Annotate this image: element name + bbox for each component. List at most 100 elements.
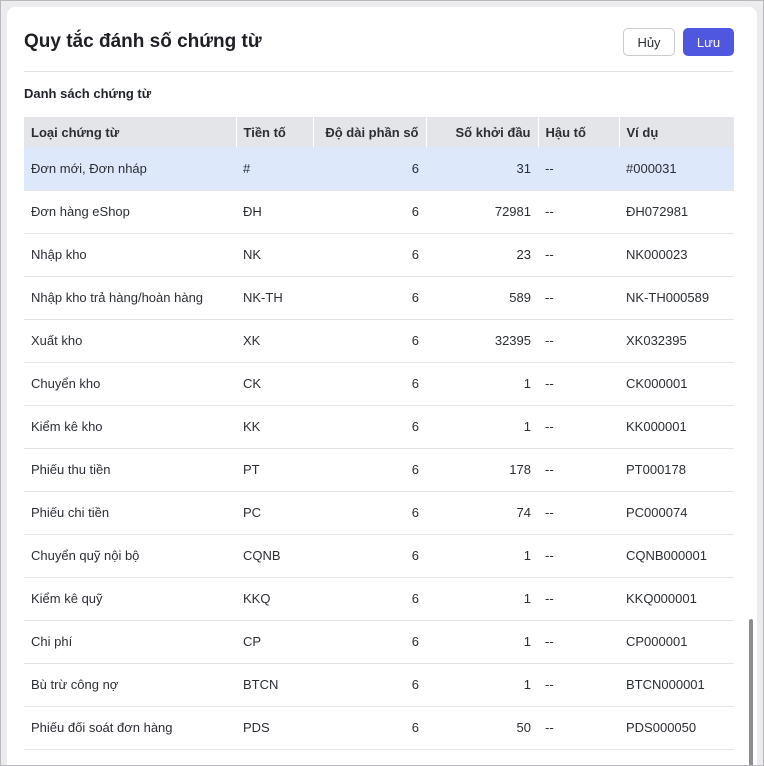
cell-prefix: NK [236,233,313,277]
cell-length: 6 [313,577,426,621]
table-row[interactable]: Đơn mới, Đơn nháp #6 31 -- #000031 [24,147,734,191]
cell-example: ĐH072981 [619,190,734,234]
cell-length: 6 [313,362,426,406]
cell-type: Kiểm kê quỹ [24,577,236,621]
cell-example: CK000001 [619,362,734,406]
column-header-example: Ví dụ [619,117,734,147]
cell-prefix: # [236,147,313,191]
cancel-button[interactable]: Hủy [623,28,675,56]
cell-prefix: CP [236,620,313,664]
cell-type: Phiếu thu tiền [24,448,236,492]
cell-example: PT000178 [619,448,734,492]
cell-suffix: -- [538,491,619,535]
cell-example: KKQ000001 [619,577,734,621]
cell-type: Chuyển quỹ nội bộ [24,534,236,578]
cell-length: 6 [313,405,426,449]
cell-start: 72981 [426,190,538,234]
cell-length: 6 [313,620,426,664]
cell-prefix: ĐH [236,190,313,234]
cell-start: 178 [426,448,538,492]
cell-start: 74 [426,491,538,535]
document-numbering-table: Loại chứng từ Tiền tố Độ dài phần số Số … [24,117,734,750]
cell-start: 1 [426,534,538,578]
section-title: Danh sách chứng từ [24,86,152,101]
cell-type: Nhập kho trả hàng/hoàn hàng [24,276,236,320]
table-row[interactable]: Nhập kho trả hàng/hoàn hàng NK-TH 6 589 -- NK… [24,276,734,320]
cell-type: Bù trừ công nợ [24,663,236,707]
cell-suffix: -- [538,319,619,363]
document-table-container: Loại chứng từ Tiền tố Độ dài phần số Số … [24,117,734,750]
cell-suffix: -- [538,620,619,664]
cell-prefix: CQNB [236,534,313,578]
table-row[interactable]: Kiểm kê kho KK 6 1 -- KK000001 [24,405,734,449]
table-header-row: Loại chứng từ Tiền tố Độ dài phần số Số … [24,117,734,147]
cell-suffix: -- [538,534,619,578]
cell-example: XK032395 [619,319,734,363]
cell-example: NK000023 [619,233,734,277]
cell-suffix: -- [538,233,619,277]
cell-start: 50 [426,706,538,750]
cell-length: 6 [313,233,426,277]
settings-panel: Quy tắc đánh số chứng từ Hủy Lưu Danh sá… [7,7,757,765]
cell-prefix: BTCN [236,663,313,707]
cell-prefix: NK-TH [236,276,313,320]
cell-length: 6 [313,319,426,363]
table-row[interactable]: Kiểm kê quỹ KKQ 6 1 -- KKQ000001 [24,577,734,621]
table-row[interactable]: Phiếu chi tiền PC 6 74 -- PC000074 [24,491,734,535]
cell-start: 1 [426,577,538,621]
cell-example: PDS000050 [619,706,734,750]
page-title: Quy tắc đánh số chứng từ [24,31,262,52]
cell-length: 6 [313,448,426,492]
cell-length: 6 [313,706,426,750]
cell-type: Nhập kho [24,233,236,277]
cell-length: 6 [313,534,426,578]
table-row[interactable]: Chuyển quỹ nội bộ CQNB 6 1 -- CQNB000001 [24,534,734,578]
cell-prefix: XK [236,319,313,363]
table-row[interactable]: Chuyển kho CK 6 1 -- CK000001 [24,362,734,406]
cell-suffix: -- [538,577,619,621]
cell-type: Chi phí [24,620,236,664]
cell-example: BTCN000001 [619,663,734,707]
cell-example: KK000001 [619,405,734,449]
cell-suffix: -- [538,276,619,320]
column-header-suffix: Hậu tố [538,117,620,147]
cell-start: 589 [426,276,538,320]
cell-length: 6 [313,147,426,191]
cell-start: 32395 [426,319,538,363]
cell-type: Đơn mới, Đơn nháp [24,147,236,191]
cell-length: 6 [313,491,426,535]
cell-type: Xuất kho [24,319,236,363]
cell-prefix: PC [236,491,313,535]
column-header-start: Số khởi đầu [426,117,539,147]
cell-suffix: -- [538,663,619,707]
cell-type: Chuyển kho [24,362,236,406]
cell-suffix: -- [538,147,619,191]
table-row[interactable]: Nhập kho NK 6 23 -- NK000023 [24,233,734,277]
cell-length: 6 [313,663,426,707]
cell-type: Đơn hàng eShop [24,190,236,234]
column-header-length: Độ dài phần số [313,117,427,147]
cell-example: CP000001 [619,620,734,664]
table-row[interactable]: Bù trừ công nợ BTCN 6 1 -- BTCN000001 [24,663,734,707]
column-header-type: Loại chứng từ [24,117,237,147]
table-row[interactable]: Phiếu thu tiền PT 6 178 -- PT000178 [24,448,734,492]
cell-length: 6 [313,276,426,320]
cell-type: Kiểm kê kho [24,405,236,449]
cell-suffix: -- [538,405,619,449]
cell-example: NK-TH000589 [619,276,734,320]
cell-prefix: KKQ [236,577,313,621]
vertical-scrollbar[interactable] [749,619,753,765]
cell-example: #000031 [619,147,734,191]
cell-start: 1 [426,663,538,707]
table-row[interactable]: Phiếu đối soát đơn hàng PDS 6 50 -- PDS000050 [24,706,734,750]
table-row[interactable]: Xuất kho XK 6 32395 -- XK032395 [24,319,734,363]
cell-type: Phiếu chi tiền [24,491,236,535]
cell-type: Phiếu đối soát đơn hàng [24,706,236,750]
cell-start: 23 [426,233,538,277]
cell-prefix: PT [236,448,313,492]
cell-start: 1 [426,620,538,664]
save-button[interactable]: Lưu [683,28,734,56]
table-row[interactable]: Đơn hàng eShop ĐH 6 72981 -- ĐH072981 [24,190,734,234]
table-row[interactable]: Chi phí CP 6 1 -- CP000001 [24,620,734,664]
